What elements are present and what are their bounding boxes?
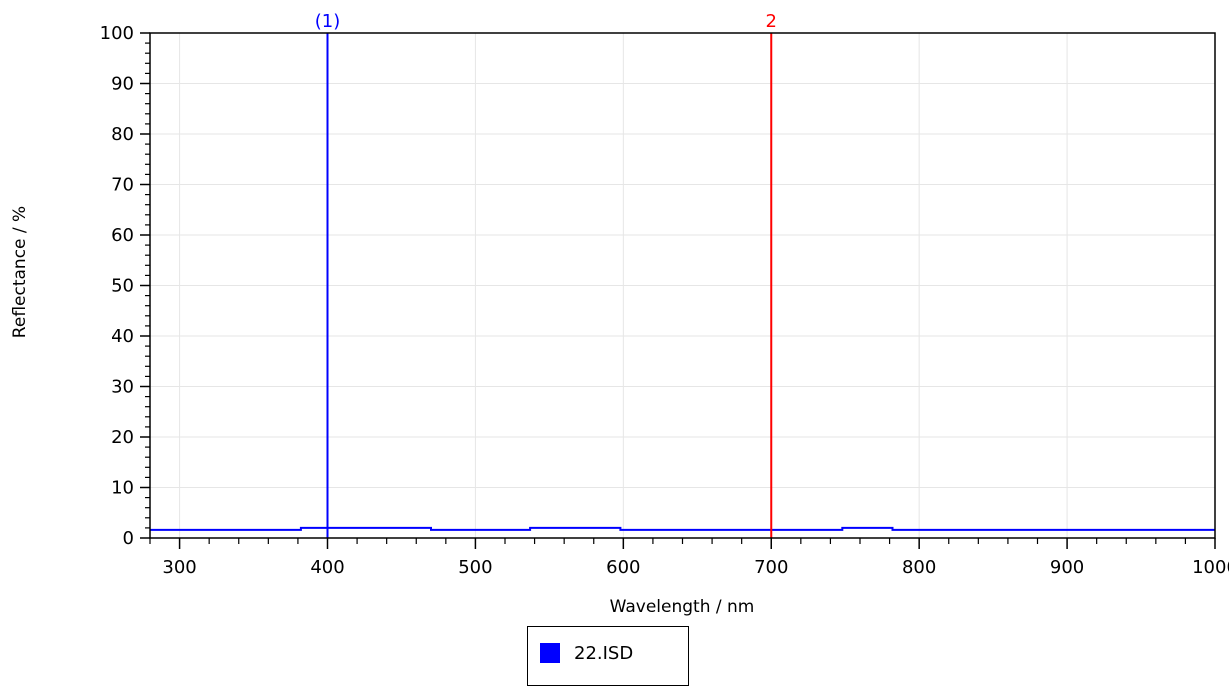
y-tick-label: 50 (111, 276, 134, 297)
marker-label: (1) (315, 11, 341, 32)
series-line (150, 526, 1215, 531)
y-tick-label: 60 (111, 225, 134, 246)
y-tick-label: 20 (111, 427, 134, 448)
y-tick-label: 30 (111, 377, 134, 398)
y-tick-label: 90 (111, 74, 134, 95)
y-tick-label: 100 (100, 23, 134, 44)
y-tick-label: 80 (111, 124, 134, 145)
y-tick-label: 10 (111, 478, 134, 499)
marker-layer: (1) 2 (315, 11, 777, 538)
series-layer (150, 526, 1215, 531)
y-axis-title: Reflectance / % (10, 206, 30, 338)
x-tick-label: 400 (310, 557, 344, 578)
legend-label: 22.ISD (574, 643, 634, 664)
x-tick-label: 600 (606, 557, 640, 578)
legend: 22.ISD (527, 626, 689, 686)
x-tick-label: 800 (902, 557, 936, 578)
legend-swatch (540, 643, 560, 663)
marker-label: 2 (766, 11, 777, 32)
x-tick-label: 900 (1050, 557, 1084, 578)
y-tick-label: 40 (111, 326, 134, 347)
x-tick-label: 500 (458, 557, 492, 578)
x-tick-label: 700 (754, 557, 788, 578)
x-tick-label: 300 (162, 557, 196, 578)
x-axis-title: Wavelength / nm (610, 597, 755, 617)
grid-lines (150, 32, 1216, 538)
y-tick-label: 70 (111, 175, 134, 196)
y-tick-label: 0 (123, 528, 134, 549)
